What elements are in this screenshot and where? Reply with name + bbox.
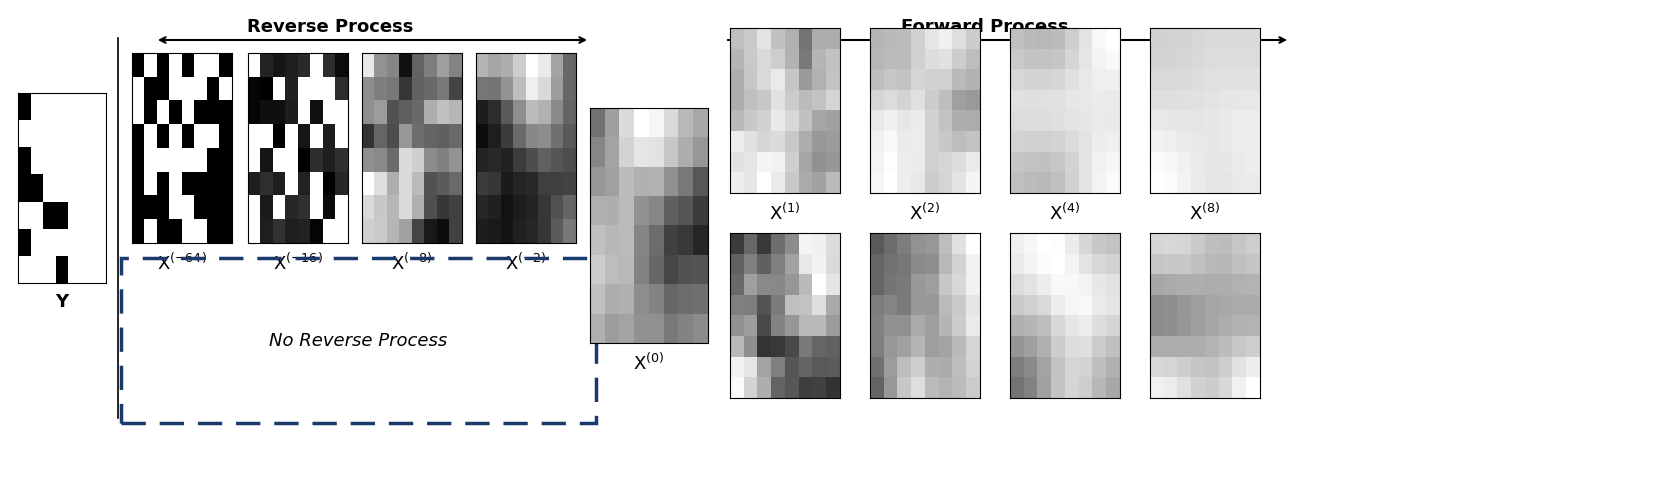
Text: X$^{(-16)}$: X$^{(-16)}$ [272, 253, 322, 274]
Text: X$^{(4)}$: X$^{(4)}$ [1050, 203, 1081, 224]
Text: X$^{(-2)}$: X$^{(-2)}$ [505, 253, 546, 274]
Text: No Reverse Process: No Reverse Process [269, 332, 447, 349]
Text: Y: Y [55, 293, 68, 311]
Text: X$^{(2)}$: X$^{(2)}$ [909, 203, 940, 224]
Bar [121, 258, 596, 423]
Text: X$^{(8)}$: X$^{(8)}$ [1189, 203, 1221, 224]
Text: X$^{(1)}$: X$^{(1)}$ [769, 203, 801, 224]
Text: X$^{(-64)}$: X$^{(-64)}$ [158, 253, 208, 274]
Text: Forward Process: Forward Process [902, 18, 1068, 36]
Text: X$^{(-8)}$: X$^{(-8)}$ [390, 253, 434, 274]
Text: X$^{(0)}$: X$^{(0)}$ [633, 353, 664, 374]
Text: Reverse Process: Reverse Process [247, 18, 414, 36]
